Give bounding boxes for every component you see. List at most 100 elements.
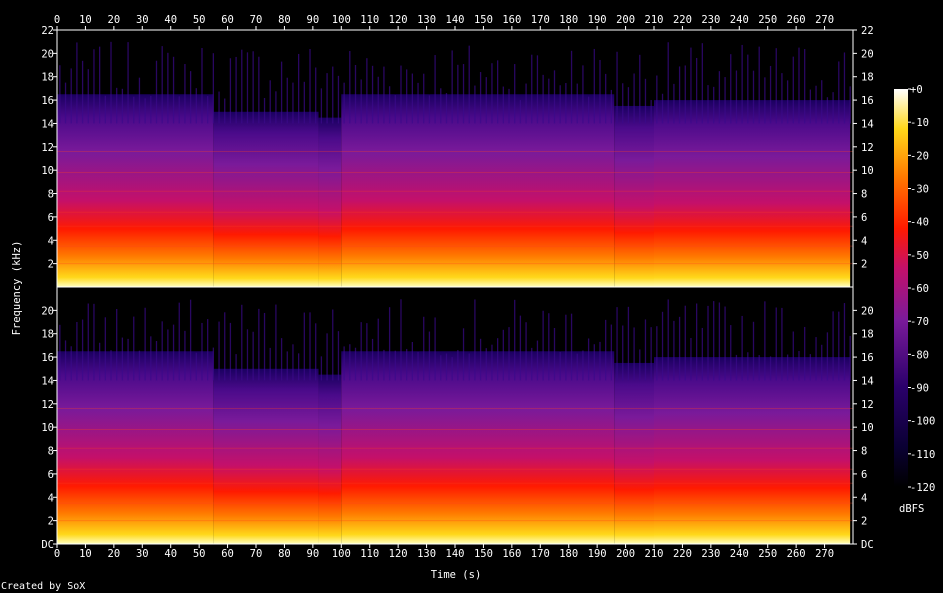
x-tick-label-top: 10 (79, 14, 92, 26)
x-tick-label-bottom: 10 (79, 548, 92, 560)
energy-segment-4 (341, 351, 615, 544)
colorbar-tick-label: -60 (910, 283, 929, 295)
y-tick-label-right: 20 (861, 305, 874, 317)
y-tick-label-right: DC (861, 539, 874, 551)
x-tick-label-top: 150 (474, 14, 493, 26)
colorbar-label: dBFS (899, 503, 924, 515)
y-tick-label-left: 2 (48, 516, 54, 528)
y-tick-label-left: 4 (48, 235, 54, 247)
colorbar-tick-label: -30 (910, 184, 929, 196)
energy-segment-2 (213, 368, 319, 544)
x-tick-label-bottom: 90 (307, 548, 320, 560)
x-tick-label-top: 30 (136, 14, 149, 26)
x-tick-label-bottom: 210 (645, 548, 664, 560)
y-tick-label-right: 6 (861, 212, 867, 224)
y-tick-label-right: 8 (861, 189, 867, 201)
y-tick-label-left: 22 (41, 25, 54, 37)
colorbar-tick-label: -70 (910, 316, 929, 328)
x-tick-label-top: 200 (616, 14, 635, 26)
y-tick-label-right: 20 (861, 48, 874, 60)
y-tick-label-left: 20 (41, 48, 54, 60)
x-tick-label-top: 130 (417, 14, 436, 26)
energy-segment-3 (318, 374, 342, 544)
y-tick-label-right: 12 (861, 142, 874, 154)
x-tick-label-bottom: 0 (54, 548, 60, 560)
y-tick-label-left: DC (41, 539, 54, 551)
y-tick-label-right: 6 (861, 469, 867, 481)
colorbar-tick-label: -120 (910, 482, 935, 494)
x-tick-label-bottom: 190 (588, 548, 607, 560)
energy-segment-4 (341, 94, 615, 287)
x-axis-label: Time (s) (431, 569, 482, 581)
colorbar-tick-label: -90 (910, 383, 929, 395)
x-tick-label-top: 160 (502, 14, 521, 26)
colorbar-tick-label: +0 (910, 84, 923, 96)
y-tick-label-left: 12 (41, 142, 54, 154)
x-tick-label-bottom: 110 (360, 548, 379, 560)
x-tick-label-top: 230 (701, 14, 720, 26)
x-tick-label-bottom: 20 (108, 548, 121, 560)
x-tick-label-bottom: 160 (502, 548, 521, 560)
colorbar-tick-label: -80 (910, 349, 929, 361)
x-tick-label-bottom: 40 (164, 548, 177, 560)
y-tick-label-left: 6 (48, 212, 54, 224)
channel-2-panel (57, 299, 853, 544)
y-tick-label-left: 2 (48, 259, 54, 271)
x-tick-label-top: 270 (815, 14, 834, 26)
y-tick-label-right: 18 (861, 72, 874, 84)
y-tick-label-left: 12 (41, 399, 54, 411)
x-tick-label-bottom: 230 (701, 548, 720, 560)
y-tick-label-left: 14 (41, 375, 54, 387)
y-tick-label-right: 14 (861, 118, 874, 130)
energy-segment-6 (654, 357, 851, 544)
x-tick-label-bottom: 260 (787, 548, 806, 560)
y-tick-label-right: 4 (861, 492, 867, 504)
x-tick-label-top: 70 (250, 14, 263, 26)
x-tick-label-bottom: 200 (616, 548, 635, 560)
colorbar-tick-label: -10 (910, 117, 929, 129)
y-tick-label-left: 16 (41, 95, 54, 107)
x-tick-label-top: 190 (588, 14, 607, 26)
x-tick-label-top: 170 (531, 14, 550, 26)
y-tick-label-left: 18 (41, 329, 54, 341)
x-tick-label-bottom: 180 (559, 548, 578, 560)
x-tick-label-top: 20 (108, 14, 121, 26)
x-tick-label-bottom: 30 (136, 548, 149, 560)
x-tick-label-bottom: 250 (758, 548, 777, 560)
y-tick-label-right: 10 (861, 422, 874, 434)
y-tick-label-left: 8 (48, 189, 54, 201)
y-tick-label-right: 16 (861, 352, 874, 364)
colorbar-tick-label: -50 (910, 250, 929, 262)
x-tick-label-bottom: 240 (730, 548, 749, 560)
y-axis-label: Frequency (kHz) (11, 241, 23, 336)
x-tick-label-bottom: 130 (417, 548, 436, 560)
energy-segment-1 (57, 351, 214, 544)
x-tick-label-bottom: 220 (673, 548, 692, 560)
colorbar-tick-label: -110 (910, 449, 935, 461)
x-tick-label-bottom: 80 (278, 548, 291, 560)
y-tick-label-right: 16 (861, 95, 874, 107)
x-tick-label-top: 0 (54, 14, 60, 26)
y-tick-label-right: 10 (861, 165, 874, 177)
x-tick-label-top: 120 (389, 14, 408, 26)
energy-segment-3 (318, 117, 342, 287)
colorbar-tick-label: -20 (910, 150, 929, 162)
x-tick-label-bottom: 50 (193, 548, 206, 560)
y-tick-label-left: 18 (41, 72, 54, 84)
x-tick-label-bottom: 150 (474, 548, 493, 560)
y-tick-label-left: 10 (41, 422, 54, 434)
x-tick-label-top: 50 (193, 14, 206, 26)
x-tick-label-top: 210 (645, 14, 664, 26)
y-tick-label-left: 10 (41, 165, 54, 177)
x-tick-label-top: 60 (221, 14, 234, 26)
colorbar-ticks: +0 -10 -20 -30 -40 -50 -60 -70 -80 -90 -100 -110 -12… (908, 84, 935, 494)
y-tick-label-right: 22 (861, 25, 874, 37)
x-tick-label-top: 180 (559, 14, 578, 26)
energy-segment-5 (614, 105, 654, 287)
x-tick-label-bottom: 170 (531, 548, 550, 560)
colorbar-tick-label: -40 (910, 217, 929, 229)
footer-credit: Created by SoX (1, 581, 85, 592)
y-tick-label-right: 14 (861, 375, 874, 387)
x-tick-label-top: 100 (332, 14, 351, 26)
channel-1-panel (57, 41, 853, 287)
